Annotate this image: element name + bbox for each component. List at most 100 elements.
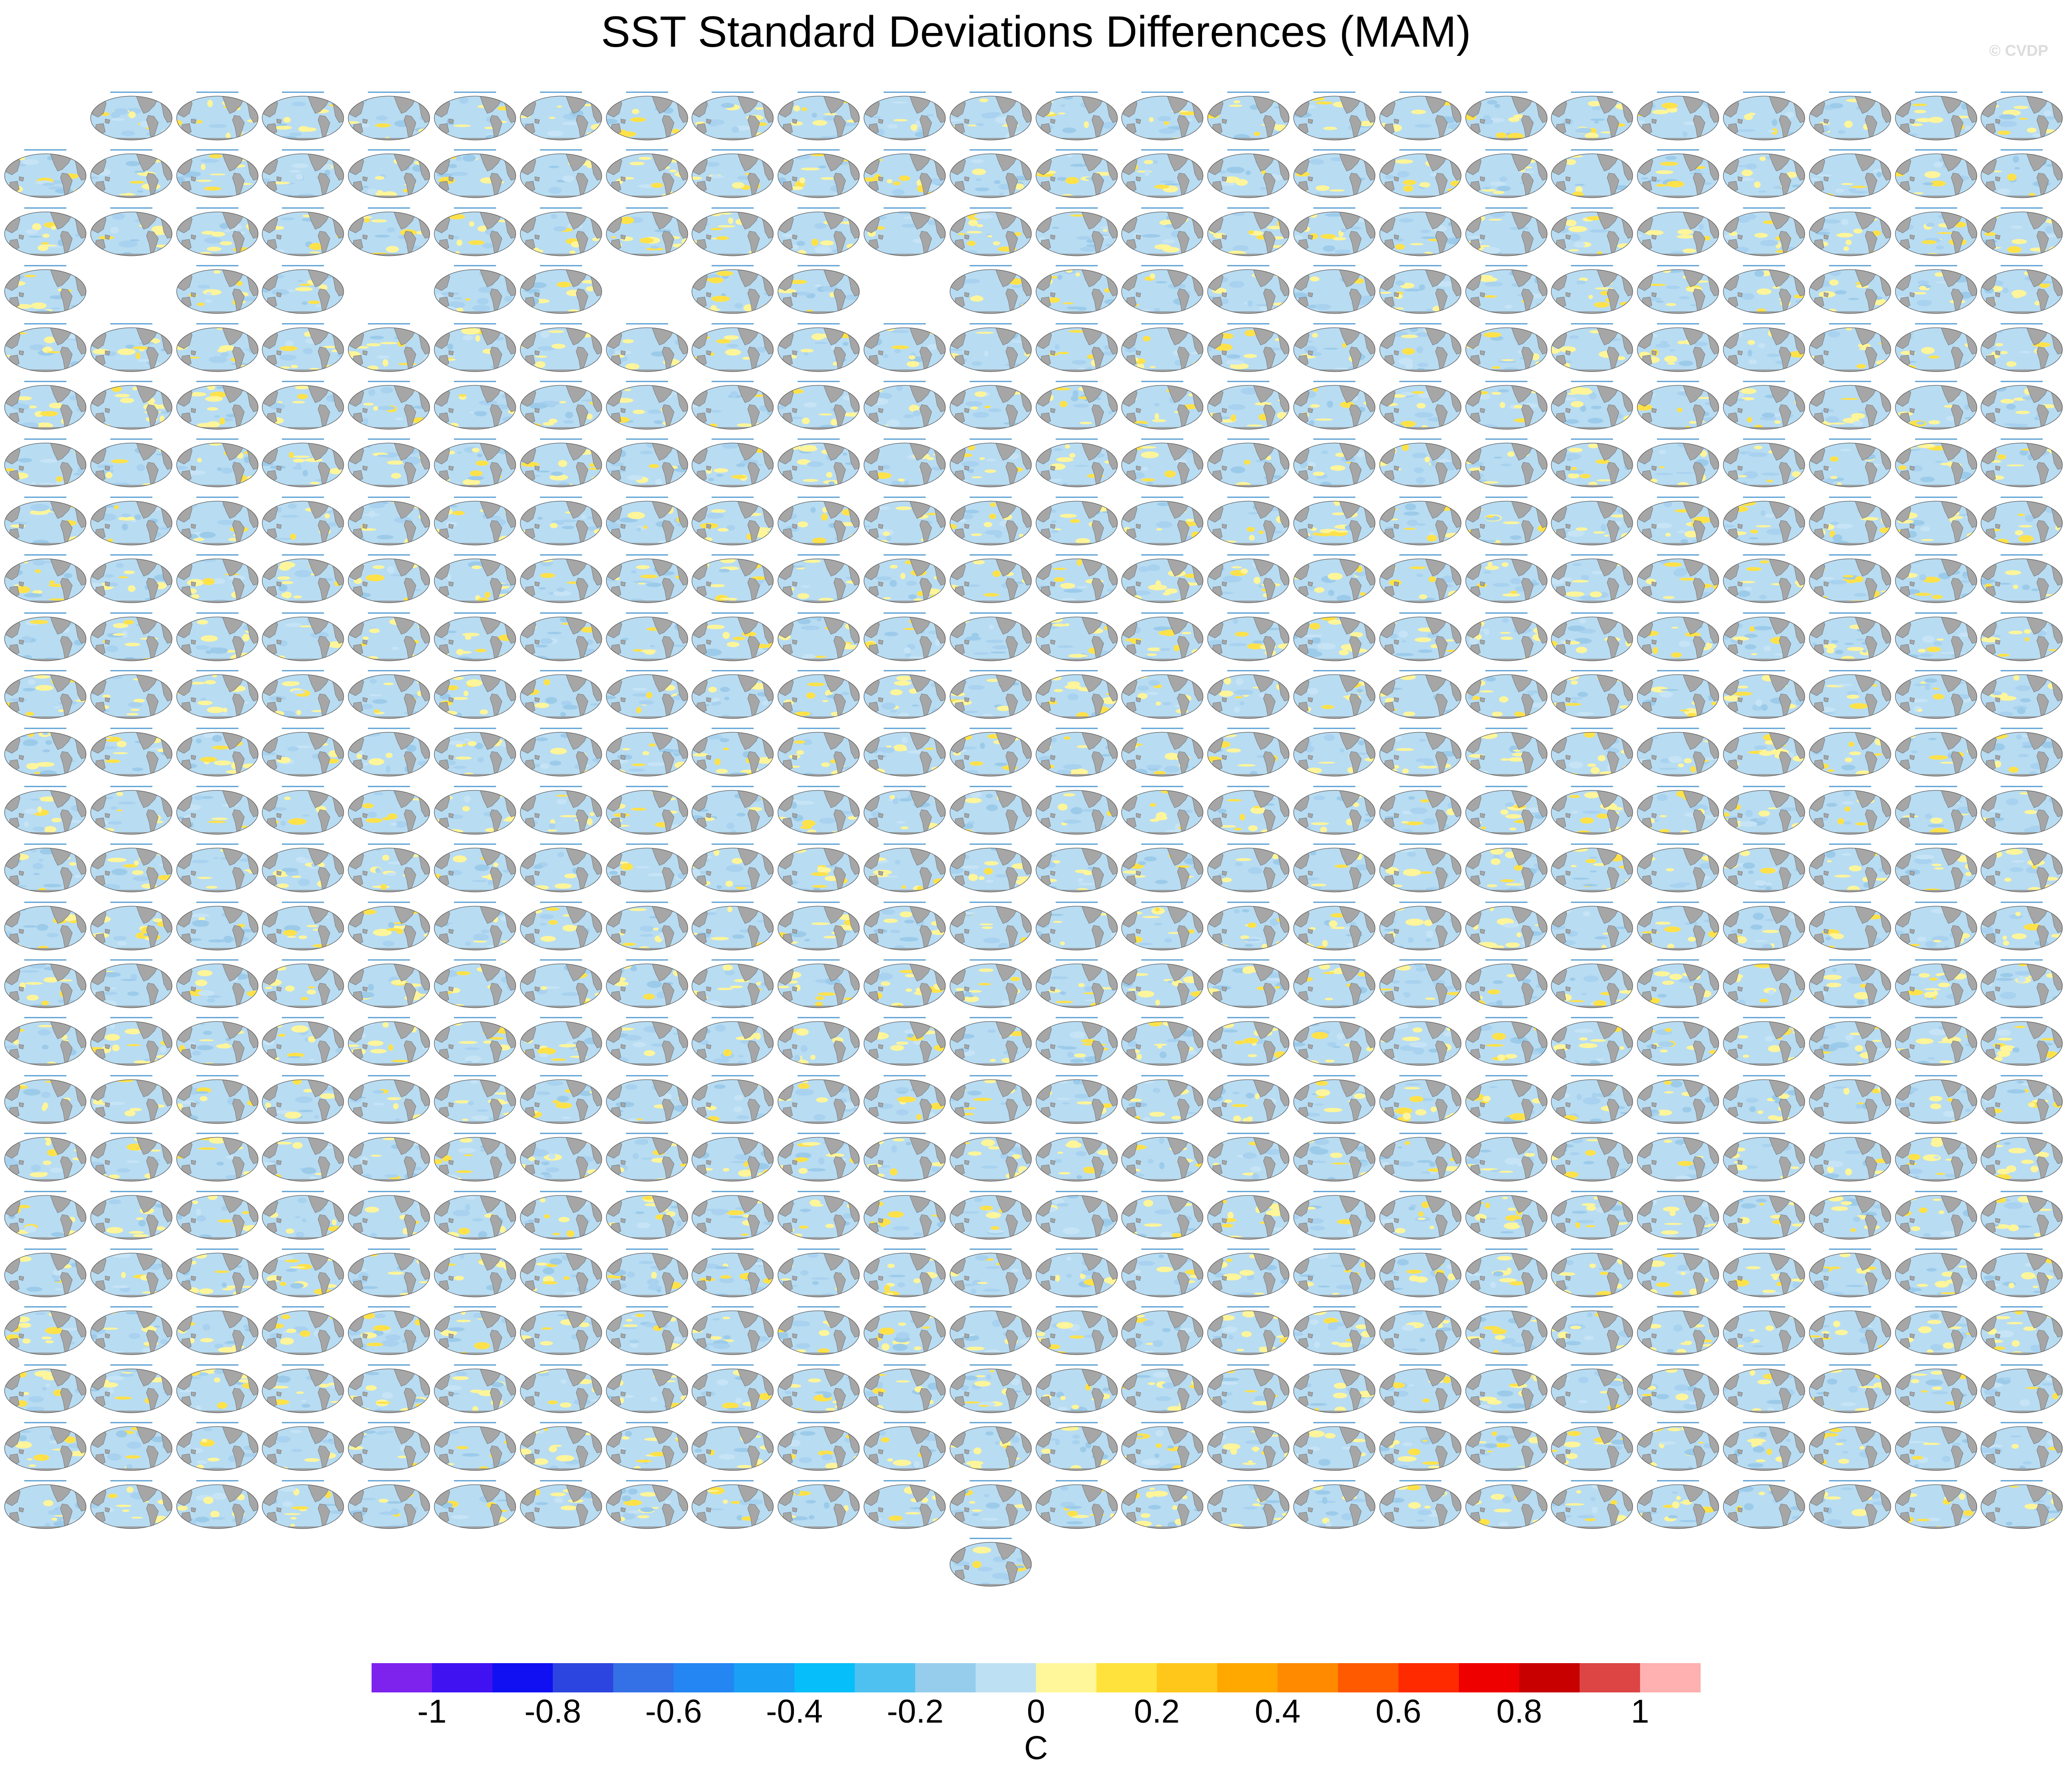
panel-title-line [454,901,496,903]
sst-map-panel [1121,959,1203,1008]
panel-title-line [1485,323,1527,324]
sst-map-panel [777,323,860,372]
colorbar-swatch [674,1663,734,1692]
sst-map-panel [777,1364,860,1413]
sst-map-panel [1551,554,1633,603]
panel-title-line [368,1480,410,1481]
panel-title-line [196,612,238,614]
sst-map-panel [950,1075,1032,1124]
sst-map-panel [520,381,602,430]
panel-title-line [1829,1248,1871,1250]
sst-map-panel [691,149,774,198]
sst-map-panel [1465,1422,1548,1471]
colorbar-units-label: C [1024,1730,1048,1767]
sst-map-panel [950,785,1032,835]
panel-title-line [969,1248,1012,1250]
sst-map-panel [1980,1248,2063,1297]
sst-map-panel [1637,1364,1719,1413]
sst-map-panel [1207,728,1290,777]
panel-title-line [24,1075,66,1076]
sst-map-panel [1895,1422,1977,1471]
sst-map-panel [1121,670,1203,719]
panel-title-line [1227,670,1270,671]
sst-map-panel [262,728,344,777]
sst-map-panel [1723,670,1805,719]
sst-map-panel [1637,92,1719,141]
panel-title-line [1829,381,1871,382]
sst-map-panel [691,728,774,777]
panel-title-line [1055,959,1098,961]
panel-title-line [1829,554,1871,556]
sst-map-panel [777,612,860,661]
panel-title-line [1227,1480,1270,1481]
panel-title-line [969,670,1012,671]
sst-map-panel [176,959,259,1008]
panel-title-line [712,381,754,382]
sst-map-panel [777,496,860,546]
sst-map-panel [434,265,516,314]
sst-map-panel [1121,1364,1203,1413]
panel-title-line [24,901,66,903]
sst-map-panel [950,1480,1032,1529]
panel-title-line [540,1190,582,1192]
panel-title-line [1399,728,1441,730]
sst-map-panel [691,92,774,141]
panel-title-line [1399,1306,1441,1308]
sst-map-panel [1465,959,1548,1008]
sst-map-panel [863,92,946,141]
sst-map-panel [606,496,688,546]
panel-title-line [24,438,66,440]
sst-map-panel [1465,1364,1548,1413]
sst-map-panel [1207,381,1290,430]
sst-map-panel [262,1480,344,1529]
panel-title-line [1313,1017,1355,1019]
sst-map-panel [777,670,860,719]
panel-title-line [969,438,1012,440]
sst-map-panel [1121,1133,1203,1182]
panel-title-line [1141,1364,1184,1366]
sst-map-panel [520,1133,602,1182]
sst-map-panel [1809,1190,1891,1240]
panel-title-line [1571,1480,1613,1481]
sst-map-panel [1293,92,1376,141]
panel-title-line [1227,843,1270,845]
panel-title-line [454,1480,496,1481]
sst-map-panel [1293,149,1376,198]
panel-title-line [540,728,582,730]
panel-title-line [626,496,668,498]
sst-map-panel [950,381,1032,430]
panel-title-line [1313,1480,1355,1481]
panel-title-line [1055,843,1098,845]
panel-title-line [1571,670,1613,671]
panel-title-line [196,1364,238,1366]
panel-title-line [1399,381,1441,382]
panel-title-line [454,323,496,324]
colorbar-swatch [372,1663,432,1692]
sst-map-panel [1207,670,1290,719]
sst-map-panel [1895,1190,1977,1240]
sst-map-panel [90,1133,173,1182]
sst-map-panel [1637,438,1719,487]
panel-title-line [282,1306,324,1308]
sst-map-panel [1980,92,2063,141]
panel-title-line [1743,554,1785,556]
sst-map-panel [1637,1248,1719,1297]
panel-title-line [110,1306,152,1308]
sst-map-panel [4,670,86,719]
sst-map-panel [1121,1017,1203,1066]
sst-map-panel [520,785,602,835]
panel-title-line [1571,1364,1613,1366]
panel-title-line [1743,670,1785,671]
sst-map-panel [863,1364,946,1413]
panel-title-line [1485,728,1527,730]
sst-map-panel [691,1133,774,1182]
sst-map-panel [262,1364,344,1413]
sst-map-panel [777,207,860,256]
colorbar-swatch [915,1663,976,1692]
panel-title-line [1399,149,1441,151]
sst-map-panel [863,149,946,198]
panel-title-line [969,149,1012,151]
sst-map-panel [434,959,516,1008]
sst-map-panel [691,1480,774,1529]
sst-map-panel [1980,1480,2063,1529]
